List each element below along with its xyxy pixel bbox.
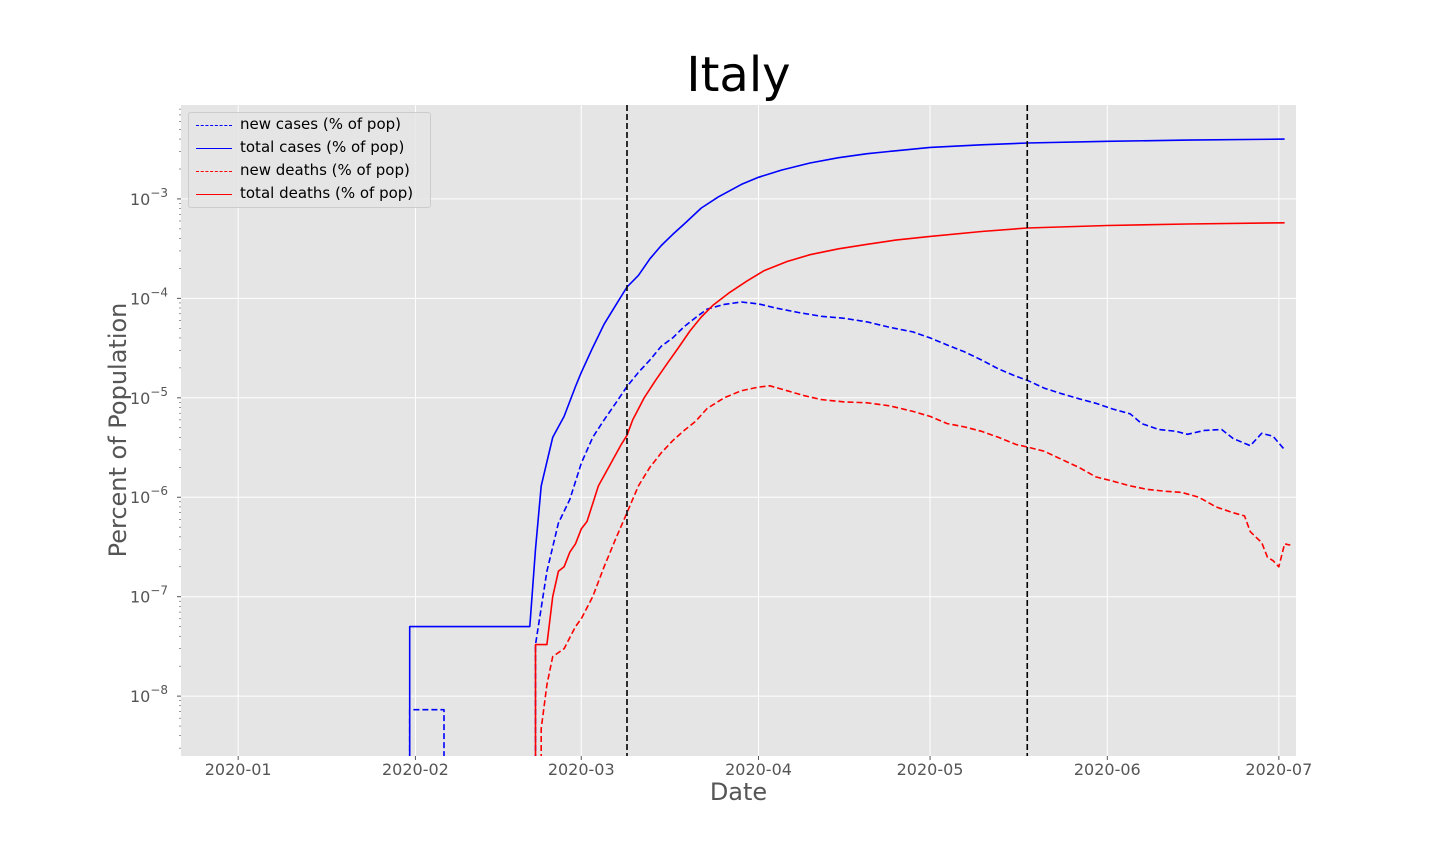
legend-entry-new-deaths: new deaths (% of pop) <box>189 160 430 183</box>
y-tick-label: 10−8 <box>130 683 168 706</box>
x-tick-label: 2020-06 <box>1074 760 1141 779</box>
x-tick-label: 2020-04 <box>725 760 792 779</box>
y-tick-label: 10−4 <box>130 285 168 308</box>
legend: new cases (% of pop) total cases (% of p… <box>188 112 431 208</box>
y-tick-label: 10−5 <box>130 385 168 408</box>
legend-entry-total-deaths: total deaths (% of pop) <box>189 183 430 206</box>
legend-entry-total-cases: total cases (% of pop) <box>189 137 430 160</box>
legend-swatch-total-deaths <box>196 194 232 195</box>
chart-title: Italy <box>686 47 791 103</box>
legend-swatch-new-deaths <box>196 171 232 172</box>
legend-label-total-cases: total cases (% of pop) <box>240 138 405 156</box>
y-tick-label: 10−3 <box>130 186 168 209</box>
x-tick-label: 2020-02 <box>382 760 449 779</box>
y-tick-label: 10−6 <box>130 484 168 507</box>
x-tick-label: 2020-07 <box>1245 760 1312 779</box>
x-axis-label: Date <box>709 778 768 806</box>
x-tick-label: 2020-05 <box>897 760 964 779</box>
series-total-deaths <box>534 222 1285 756</box>
x-tick-label: 2020-01 <box>205 760 272 779</box>
legend-entry-new-cases: new cases (% of pop) <box>189 114 430 137</box>
y-axis-label: Percent of Population <box>104 302 132 558</box>
legend-swatch-total-cases <box>196 148 232 149</box>
plot-background <box>181 105 1296 756</box>
legend-label-new-deaths: new deaths (% of pop) <box>240 161 410 179</box>
y-tick-label: 10−7 <box>130 584 168 607</box>
x-tick-label: 2020-03 <box>548 760 615 779</box>
legend-label-total-deaths: total deaths (% of pop) <box>240 184 414 202</box>
legend-swatch-new-cases <box>196 125 232 126</box>
series-new-cases <box>408 301 1286 756</box>
legend-label-new-cases: new cases (% of pop) <box>240 115 402 133</box>
series-total-cases <box>408 138 1285 756</box>
series-new-deaths <box>540 385 1291 756</box>
